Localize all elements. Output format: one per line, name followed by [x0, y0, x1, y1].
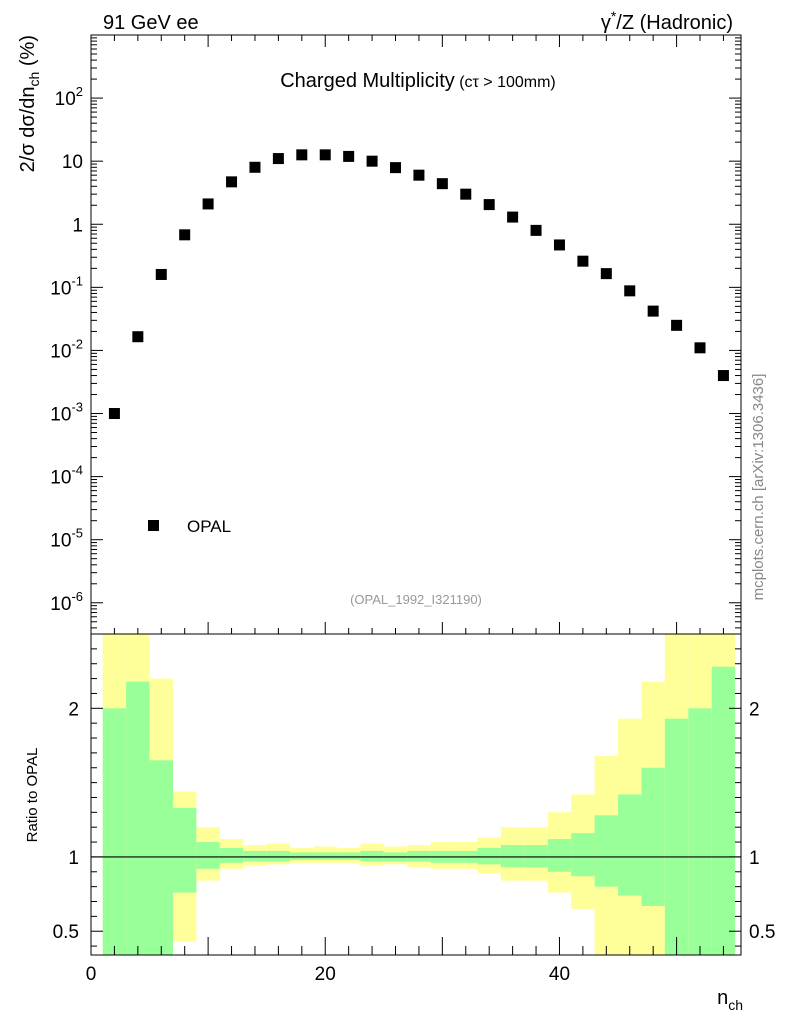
- ratio-inner-band-18: [524, 845, 548, 868]
- ratio-inner-band-8: [290, 852, 314, 860]
- ratio-y-tick-label-right: 2: [749, 699, 760, 720]
- data-point: [553, 239, 565, 251]
- data-point: [577, 255, 589, 267]
- data-point: [647, 305, 659, 317]
- data-point: [366, 155, 378, 167]
- data-point: [530, 224, 542, 236]
- y-tick-label: 10-6: [50, 589, 83, 615]
- data-point: [132, 331, 144, 343]
- ratio-y-tick-label-right: 1: [749, 848, 760, 869]
- axes: [90, 34, 742, 956]
- x-tick-label: 0: [86, 964, 97, 985]
- ratio-inner-band-17: [500, 845, 525, 868]
- y-tick-label: 10-4: [50, 463, 83, 489]
- y-tick-label: 1: [72, 215, 83, 236]
- ratio-inner-band-23: [641, 767, 665, 906]
- ratio-inner-band-24: [664, 718, 689, 955]
- ratio-inner-band-7: [266, 850, 291, 862]
- ratio-y-tick-label: 0.5: [53, 922, 79, 943]
- ratio-y-tick-label-right: 0.5: [749, 922, 775, 943]
- data-point: [296, 149, 308, 161]
- x-axis-title: nch: [717, 987, 743, 1013]
- ratio-plot-frame: [90, 633, 742, 956]
- data-point: [319, 149, 331, 161]
- main-data-points: [108, 149, 729, 420]
- data-point: [249, 161, 261, 173]
- main-plot-frame: [90, 34, 742, 635]
- header-left-label: 91 GeV ee: [103, 12, 199, 34]
- data-point: [717, 370, 729, 382]
- data-point: [624, 285, 636, 297]
- data-point: [600, 268, 612, 280]
- data-point: [108, 408, 120, 420]
- data-point: [226, 176, 238, 188]
- data-point: [460, 188, 472, 200]
- ratio-inner-band-9: [313, 852, 337, 860]
- x-tick-label: 20: [315, 964, 336, 985]
- ratio-y-tick-label: 2: [68, 699, 79, 720]
- y-tick-label: 10-5: [50, 526, 83, 552]
- analysis-watermark: (OPAL_1992_I321190): [350, 592, 482, 607]
- x-tick-label: 40: [549, 964, 570, 985]
- data-point: [694, 342, 706, 354]
- ratio-inner-band-16: [477, 848, 501, 865]
- data-point: [483, 199, 495, 211]
- ratio-inner-band-6: [243, 850, 267, 862]
- ratio-inner-band-20: [571, 833, 595, 877]
- ratio-inner-band-25: [688, 708, 712, 955]
- ratio-inner-band-22: [618, 794, 642, 896]
- data-point: [390, 162, 402, 174]
- data-point: [155, 268, 167, 280]
- y-tick-label: 10-2: [50, 336, 83, 362]
- legend-marker: [148, 520, 159, 531]
- ratio-inner-band-1: [126, 681, 150, 955]
- y-tick-label: 102: [55, 84, 83, 110]
- ratio-inner-band-3: [172, 807, 197, 893]
- ratio-inner-band-10: [336, 852, 361, 860]
- labels: 91 GeV ee γ*/Z (Hadronic) Charged Multipli…: [17, 8, 775, 1013]
- ratio-inner-band-5: [219, 848, 244, 863]
- y-tick-label: 10-3: [50, 400, 83, 426]
- data-point: [671, 319, 683, 331]
- ratio-inner-band-13: [407, 850, 431, 862]
- ratio-inner-band-21: [594, 815, 619, 887]
- data-point: [507, 211, 519, 223]
- legend-label: OPAL: [187, 517, 231, 536]
- data-point: [179, 229, 191, 241]
- y-axis-title: 2/σ dσ/dnch (%): [17, 35, 42, 172]
- ratio-inner-band-19: [547, 839, 572, 872]
- plot-title: Charged Multiplicity (cτ > 100mm): [280, 70, 556, 92]
- ratio-inner-band-2: [149, 760, 173, 955]
- ratio-inner-band-11: [360, 850, 384, 862]
- ratio-inner-band-4: [196, 842, 220, 869]
- data-point: [202, 198, 214, 210]
- y-tick-label: 10-1: [50, 273, 83, 299]
- ratio-bands: [91, 634, 741, 955]
- side-source-label: mcplots.cern.ch [arXiv:1306.3436]: [750, 374, 767, 601]
- y-tick-label: 10: [62, 152, 83, 173]
- data-point: [343, 150, 355, 162]
- ratio-y-tick-label: 1: [68, 848, 79, 869]
- data-point: [413, 169, 425, 181]
- ratio-y-axis-title: Ratio to OPAL: [24, 748, 41, 843]
- data-point: [272, 153, 284, 165]
- header-right-label: γ*/Z (Hadronic): [601, 8, 733, 34]
- data-point: [436, 178, 448, 190]
- ratio-inner-band-26: [711, 666, 736, 955]
- ratio-inner-band-0: [102, 708, 127, 955]
